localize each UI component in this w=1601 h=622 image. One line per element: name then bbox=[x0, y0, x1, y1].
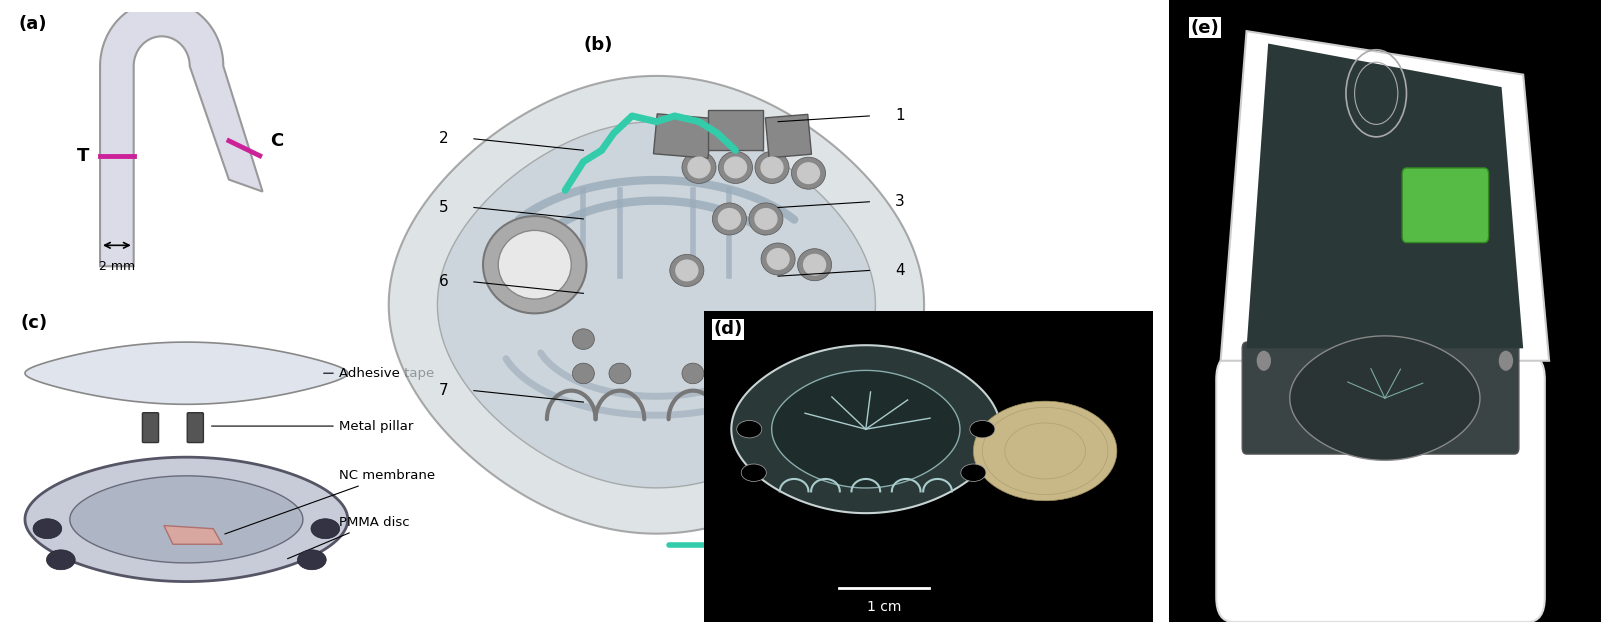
Circle shape bbox=[741, 464, 767, 481]
Text: NC membrane: NC membrane bbox=[224, 470, 435, 534]
Text: (b): (b) bbox=[583, 36, 613, 54]
Polygon shape bbox=[1290, 336, 1479, 460]
Circle shape bbox=[1257, 351, 1270, 370]
Circle shape bbox=[797, 163, 820, 183]
Polygon shape bbox=[772, 371, 961, 488]
Text: Hydrophilic: Hydrophilic bbox=[730, 538, 809, 552]
Circle shape bbox=[34, 519, 62, 539]
Circle shape bbox=[760, 157, 783, 178]
Circle shape bbox=[46, 550, 75, 570]
Polygon shape bbox=[1220, 31, 1550, 361]
Circle shape bbox=[311, 519, 339, 539]
Polygon shape bbox=[389, 76, 924, 534]
Circle shape bbox=[970, 420, 994, 438]
Text: PMMA disc: PMMA disc bbox=[288, 516, 410, 559]
Circle shape bbox=[791, 157, 826, 189]
Circle shape bbox=[719, 151, 752, 183]
Polygon shape bbox=[26, 457, 347, 582]
FancyBboxPatch shape bbox=[1402, 168, 1489, 243]
Circle shape bbox=[725, 157, 746, 178]
Circle shape bbox=[682, 363, 704, 384]
Text: 5: 5 bbox=[439, 200, 448, 215]
FancyBboxPatch shape bbox=[1242, 342, 1519, 454]
Polygon shape bbox=[732, 345, 1001, 513]
Circle shape bbox=[756, 151, 789, 183]
Circle shape bbox=[756, 208, 776, 230]
Circle shape bbox=[712, 203, 746, 235]
FancyBboxPatch shape bbox=[1217, 355, 1545, 622]
Bar bbox=[653, 114, 712, 158]
Text: (a): (a) bbox=[19, 16, 48, 34]
Circle shape bbox=[484, 216, 586, 313]
Circle shape bbox=[736, 420, 762, 438]
Circle shape bbox=[682, 151, 716, 183]
Text: 9: 9 bbox=[895, 401, 905, 415]
Text: Metal pillar: Metal pillar bbox=[211, 420, 413, 432]
Text: 8: 8 bbox=[895, 332, 905, 346]
Circle shape bbox=[1500, 351, 1513, 370]
Circle shape bbox=[719, 329, 740, 350]
Text: (d): (d) bbox=[714, 320, 743, 338]
Text: C: C bbox=[271, 132, 283, 150]
Text: (c): (c) bbox=[21, 314, 48, 332]
Circle shape bbox=[749, 203, 783, 235]
Circle shape bbox=[797, 249, 831, 281]
Text: 3: 3 bbox=[895, 194, 905, 209]
Polygon shape bbox=[163, 526, 223, 544]
Text: T: T bbox=[77, 147, 90, 165]
Circle shape bbox=[961, 464, 986, 481]
Circle shape bbox=[573, 363, 594, 384]
Circle shape bbox=[719, 363, 740, 384]
Circle shape bbox=[608, 363, 631, 384]
FancyBboxPatch shape bbox=[187, 413, 203, 443]
Circle shape bbox=[298, 550, 327, 570]
Circle shape bbox=[973, 401, 1117, 501]
Bar bbox=[708, 110, 762, 151]
Circle shape bbox=[719, 208, 740, 230]
Circle shape bbox=[676, 260, 698, 281]
Circle shape bbox=[573, 329, 594, 350]
Text: 6: 6 bbox=[439, 274, 448, 289]
Circle shape bbox=[767, 249, 789, 269]
Circle shape bbox=[669, 254, 704, 287]
Text: Adhesive tape: Adhesive tape bbox=[323, 367, 434, 379]
Text: 4: 4 bbox=[895, 263, 905, 278]
Text: 1 cm: 1 cm bbox=[866, 600, 901, 615]
Polygon shape bbox=[437, 122, 876, 488]
Circle shape bbox=[760, 243, 796, 275]
FancyBboxPatch shape bbox=[142, 413, 158, 443]
Text: 2: 2 bbox=[439, 131, 448, 146]
Text: (e): (e) bbox=[1191, 19, 1218, 37]
Polygon shape bbox=[101, 1, 263, 266]
Circle shape bbox=[804, 254, 826, 275]
Polygon shape bbox=[1247, 44, 1523, 348]
Text: 1: 1 bbox=[895, 108, 905, 123]
Circle shape bbox=[498, 230, 572, 299]
Text: 7: 7 bbox=[439, 383, 448, 398]
Bar bbox=[765, 114, 812, 158]
Polygon shape bbox=[26, 342, 347, 404]
Polygon shape bbox=[70, 476, 303, 563]
Circle shape bbox=[688, 157, 709, 178]
Text: 2 mm: 2 mm bbox=[99, 260, 134, 273]
